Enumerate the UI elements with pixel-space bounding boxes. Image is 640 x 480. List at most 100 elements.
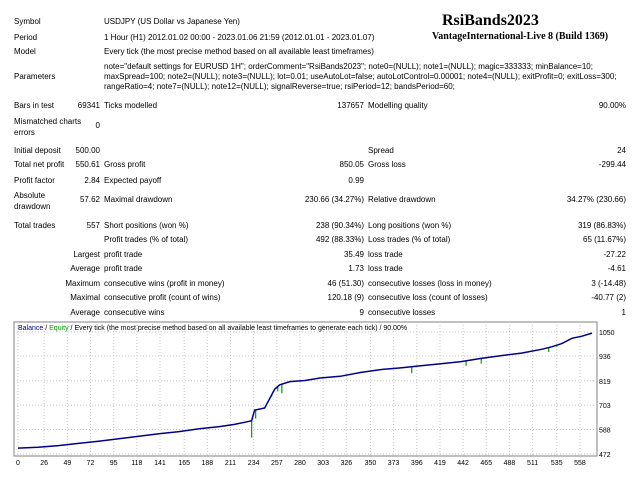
x-tick-label: 558 <box>574 460 586 467</box>
average-profit-label: profit trade <box>104 264 143 273</box>
bars-value: 69341 <box>77 101 100 110</box>
max-losses-value: 3 (-14.48) <box>591 279 626 288</box>
maximum-label: Maximum <box>65 279 100 288</box>
quality-label: Modelling quality <box>368 101 428 110</box>
y-tick-label: 588 <box>599 428 611 435</box>
maximal-label: Maximal <box>70 293 100 302</box>
period-value: 1 Hour (H1) 2012.01.02 00:00 - 2023.01.0… <box>104 33 375 42</box>
y-axis-ticks: 1050 936 819 703 588 472 <box>599 330 615 459</box>
ticks-label: Ticks modelled <box>104 101 158 110</box>
trades-value: 557 <box>86 221 100 230</box>
max-wins-value: 46 (51.30) <box>327 279 364 288</box>
maximal-profit-label: consecutive profit (count of wins) <box>104 293 221 302</box>
mismatch-value: 0 <box>95 121 100 130</box>
y-tick-label: 819 <box>599 379 611 386</box>
profittrades-label: Profit trades (% of total) <box>104 235 189 244</box>
y-tick-label: 1050 <box>599 330 615 337</box>
period-label: Period <box>14 33 38 42</box>
x-tick-label: 442 <box>457 460 469 467</box>
maximal-loss-value: -40.77 (2) <box>591 293 626 302</box>
balance-line <box>17 332 593 449</box>
average-loss-label: loss trade <box>368 264 403 273</box>
x-tick-label: 350 <box>365 460 377 467</box>
largest-profit-label: profit trade <box>104 250 143 259</box>
absdd-label: Absolute drawdown <box>14 191 51 211</box>
x-tick-label: 118 <box>131 460 142 467</box>
symbol-value: USDJPY (US Dollar vs Japanese Yen) <box>104 17 240 26</box>
largest-profit-value: 35.49 <box>343 250 364 259</box>
netprofit-label: Total net profit <box>14 160 65 169</box>
largest-loss-label: loss trade <box>368 250 403 259</box>
legend-balance: Balance <box>18 325 43 332</box>
grossprofit-value: 850.05 <box>339 160 364 169</box>
spread-value: 24 <box>617 146 626 155</box>
largest-loss-value: -27.22 <box>603 250 626 259</box>
x-tick-label: 257 <box>271 460 283 467</box>
y-tick-label: 472 <box>599 452 611 459</box>
legend-description: / Every tick (the most precise method ba… <box>69 325 408 332</box>
short-value: 238 (90.34%) <box>315 221 364 230</box>
balance-chart: Balance / Equity / Every tick (the most … <box>13 321 615 467</box>
chart-frame <box>13 321 598 457</box>
short-label: Short positions (won %) <box>104 221 189 230</box>
x-tick-label: 72 <box>87 460 95 467</box>
deposit-value: 500.00 <box>75 146 100 155</box>
grossloss-label: Gross loss <box>368 160 406 169</box>
maximal-profit-value: 120.18 (9) <box>327 293 364 302</box>
x-tick-label: 165 <box>178 460 190 467</box>
avg-wins-value: 9 <box>359 308 364 317</box>
parameters-value: note="default settings for EURUSD 1H"; o… <box>104 62 617 91</box>
x-tick-label: 465 <box>480 460 492 467</box>
max-wins-label: consecutive wins (profit in money) <box>104 279 225 288</box>
x-tick-label: 373 <box>388 460 400 467</box>
maximal-loss-label: consecutive loss (count of losses) <box>368 293 488 302</box>
ticks-value: 137657 <box>337 101 364 110</box>
reldd-value: 34.27% (230.66) <box>566 195 626 204</box>
x-tick-label: 188 <box>201 460 213 467</box>
y-tick-label: 936 <box>599 354 611 361</box>
x-tick-label: 535 <box>551 460 563 467</box>
long-label: Long positions (won %) <box>368 221 452 230</box>
chart-grid <box>14 322 597 456</box>
absdd-value: 57.62 <box>79 195 100 204</box>
x-tick-label: 488 <box>504 460 516 467</box>
average-loss-value: -4.61 <box>607 264 626 273</box>
x-tick-label: 280 <box>294 460 306 467</box>
legend-equity: Equity <box>49 325 69 332</box>
grossloss-value: -299.44 <box>598 160 626 169</box>
largest-label: Largest <box>73 250 100 259</box>
avg-losses-label: consecutive losses <box>368 308 436 317</box>
losstrades-label: Loss trades (% of total) <box>368 235 451 244</box>
legend-separator: / <box>43 325 49 332</box>
maxdd-value: 230.66 (34.27%) <box>304 195 364 204</box>
max-losses-label: consecutive losses (loss in money) <box>368 279 492 288</box>
x-tick-label: 141 <box>154 460 166 467</box>
profittrades-value: 492 (88.33%) <box>315 235 364 244</box>
avg-wins-label: consecutive wins <box>104 308 165 317</box>
average-profit-value: 1.73 <box>348 264 364 273</box>
average-label: Average <box>70 264 100 273</box>
model-value: Every tick (the most precise method base… <box>104 47 374 56</box>
parameters-label: Parameters <box>14 72 56 81</box>
chart-legend: Balance / Equity / Every tick (the most … <box>18 325 407 332</box>
deposit-label: Initial deposit <box>14 146 61 155</box>
bars-label: Bars in test <box>14 101 55 110</box>
x-tick-label: 49 <box>63 460 71 467</box>
y-tick-label: 703 <box>599 403 611 410</box>
mismatch-label: Mismatched charts errors <box>14 117 82 137</box>
report-subtitle: VantageInternational-Live 8 (Build 1369) <box>432 31 609 42</box>
x-tick-label: 26 <box>40 460 48 467</box>
x-tick-label: 234 <box>248 460 260 467</box>
netprofit-value: 550.61 <box>75 160 100 169</box>
maxdd-label: Maximal drawdown <box>104 195 173 204</box>
avgcons-label: Average <box>70 308 100 317</box>
x-tick-label: 95 <box>110 460 118 467</box>
x-tick-label: 211 <box>225 460 236 467</box>
x-tick-label: 0 <box>16 460 20 467</box>
symbol-label: Symbol <box>14 17 41 26</box>
x-tick-label: 326 <box>340 460 352 467</box>
trades-label: Total trades <box>14 221 56 230</box>
quality-value: 90.00% <box>598 101 626 110</box>
x-tick-label: 419 <box>434 460 446 467</box>
spread-label: Spread <box>368 146 394 155</box>
